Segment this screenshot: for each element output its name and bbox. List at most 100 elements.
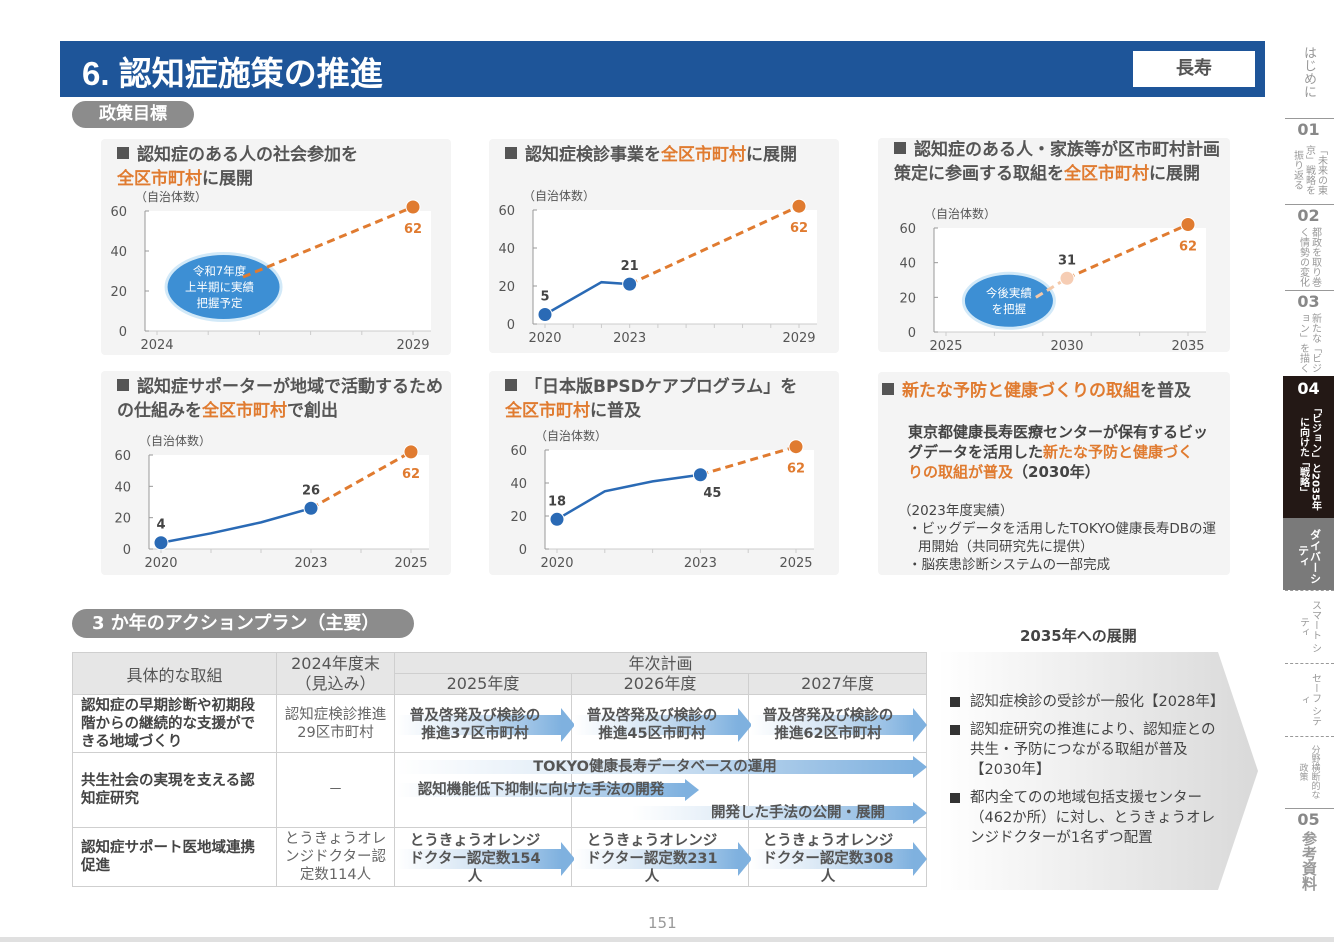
outlook-title: 2035年への展開 <box>1020 627 1137 645</box>
goal-card-supporters: 認知症サポーターが地域で活動するための仕組みを全区市町村で創出 （自治体数） 0 2… <box>101 371 451 575</box>
data-point <box>549 511 565 527</box>
arrow-head-icon <box>561 842 575 876</box>
data-point <box>403 444 419 460</box>
data-label: 62 <box>404 222 422 237</box>
data-point <box>791 198 807 214</box>
actual-line <box>544 280 630 316</box>
nav-appendix-05[interactable]: 05 参考資料 <box>1297 810 1320 892</box>
data-label: 4 <box>156 518 165 533</box>
square-bullet-icon <box>505 147 517 159</box>
y-tick-label: 20 <box>110 285 127 300</box>
actual-line <box>556 473 701 521</box>
grid-cell <box>749 753 927 828</box>
data-point <box>692 467 708 483</box>
card-title: 「日本版BPSDケアプログラム」を 全区市町村に普及 <box>505 377 798 421</box>
x-tick-label: 2030 <box>1050 339 1083 352</box>
line-chart: （自治体数） 0 20 40 60 2020 2023 2029 5 21 62 <box>498 188 817 346</box>
chevron-shape <box>938 652 1258 890</box>
plot-area <box>149 455 429 549</box>
outlook-panel: 認知症検診の受診が一般化【2028年】 認知症研究の推進により、認知症との共生・… <box>938 652 1258 890</box>
grid-cell <box>572 753 749 828</box>
footer-bar <box>0 937 1334 942</box>
target-line <box>699 445 797 477</box>
arrow-shaft <box>574 714 738 736</box>
square-bullet-icon <box>505 379 517 391</box>
bubble-text: 令和7年度 <box>193 264 247 278</box>
nav-safe-city[interactable]: セーフ シティ <box>1297 673 1321 727</box>
outlook-list: 認知症検診の受診が一般化【2028年】 認知症研究の推進により、認知症との共生・… <box>948 692 1224 856</box>
x-tick-label: 2023 <box>294 556 327 571</box>
square-bullet-icon <box>950 725 960 735</box>
card-title: 認知症サポーターが地域で活動するための仕組みを全区市町村で創出 <box>117 377 443 421</box>
plan-arrow: 普及啓発及び検診の推進62区市町村 <box>751 708 927 742</box>
nav-chapter-03[interactable]: 03 新たな「ビジョン」を描く <box>1297 292 1321 374</box>
plan-arrow: TOKYO健康長寿データベースの運用 <box>397 756 927 778</box>
divider <box>1285 204 1334 205</box>
row-baseline: － <box>277 753 395 828</box>
y-tick-label: 40 <box>114 480 131 495</box>
nav-chapter-04-active[interactable]: 04 「ビジョン」と2035年に向けた「戦略」 <box>1283 376 1334 518</box>
plan-arrow: とうきょうオレンジドクター認定数154人 <box>397 833 575 885</box>
data-point <box>153 535 169 551</box>
goal-card-municipal-planning: 認知症のある人・家族等が区市町村計画策定に参画する取組を全区市町村に展開 （自治… <box>878 138 1230 352</box>
arrow-head-icon <box>561 708 575 742</box>
data-point <box>537 307 553 322</box>
target-line <box>310 450 412 510</box>
nav-chapter-02[interactable]: 02 都政を取り巻く情勢の変化 <box>1297 206 1321 288</box>
page-number: 151 <box>648 914 677 932</box>
x-tick-label: 2035 <box>1171 339 1204 352</box>
y-tick-label: 60 <box>498 204 515 219</box>
section-label-action-plan: 3 か年のアクションプラン（主要） <box>72 609 414 638</box>
category-badge: 長寿 <box>1133 51 1255 87</box>
data-label: 26 <box>302 483 320 498</box>
arrow-head-icon <box>913 756 927 778</box>
row-label: 共生社会の実現を支える認知症研究 <box>72 753 277 828</box>
divider <box>1285 290 1334 291</box>
arrow-shaft <box>397 848 561 870</box>
divider <box>1285 118 1334 119</box>
arrow-shaft <box>751 714 913 736</box>
bubble-text: を把握 <box>992 302 1027 316</box>
bubble-text: 把握予定 <box>197 296 243 310</box>
y-tick-label: 40 <box>899 257 916 272</box>
plan-arrow: 普及啓発及び検診の推進45区市町村 <box>574 708 752 742</box>
x-tick-label: 2020 <box>528 331 561 346</box>
data-point <box>788 439 804 455</box>
y-tick-label: 0 <box>507 318 515 333</box>
target-line <box>629 204 800 286</box>
y-tick-label: 0 <box>908 326 916 341</box>
header-year-2025: 2025年度 <box>395 674 572 695</box>
data-label: 31 <box>1058 253 1076 268</box>
y-tick-label: 0 <box>519 543 527 558</box>
arrow-head-icon <box>913 802 927 824</box>
action-plan-table: 具体的な取組 2024年度末 （見込み） 年次計画 2025年度 2026年度 … <box>72 652 927 887</box>
prevention-description: 東京都健康長寿医療センターが保有するビッグデータを活用した新たな予防と健康づくり… <box>908 423 1209 481</box>
square-bullet-icon <box>117 379 129 391</box>
arrow-head-icon <box>685 779 699 801</box>
data-label: 62 <box>1179 240 1197 255</box>
divider <box>1285 808 1334 809</box>
row-baseline: 認知症検診推進29区市町村 <box>277 695 395 753</box>
card-title: 認知症のある人の社会参加を 全区市町村に展開 <box>117 145 358 189</box>
plan-arrow: 普及啓発及び検診の推進37区市町村 <box>397 708 575 742</box>
section-label-goals: 政策目標 <box>72 101 194 128</box>
actual-line <box>160 507 312 544</box>
y-tick-label: 0 <box>123 543 131 558</box>
nav-smart-city[interactable]: スマート シティ <box>1297 600 1321 654</box>
card-title: 認知症検診事業を全区市町村に展開 <box>505 143 831 167</box>
arrow-head-icon <box>913 842 927 876</box>
nav-diversity-active[interactable]: ダイバーシティ <box>1283 518 1334 590</box>
data-label: 62 <box>790 221 808 236</box>
plan-arrow: とうきょうオレンジドクター認定数231人 <box>574 833 752 885</box>
x-tick-label: 2025 <box>929 339 962 352</box>
nav-chapter-01[interactable]: 01 「未来の東京」戦略を振り返る <box>1291 120 1327 196</box>
page-title: 6. 認知症施策の推進 <box>82 55 383 92</box>
header-bar: 6. 認知症施策の推進 長寿 <box>60 41 1265 97</box>
nav-cross-cutting[interactable]: 分野横断的な政策 <box>1297 745 1320 799</box>
y-axis-unit: （自治体数） <box>523 188 595 203</box>
y-tick-label: 60 <box>110 205 127 220</box>
nav-intro[interactable]: はじめに <box>1301 46 1316 98</box>
goal-card-bpsd-program: 「日本版BPSDケアプログラム」を 全区市町村に普及 （自治体数） 0 20 40 60 2… <box>489 371 839 575</box>
arrow-shaft <box>397 783 685 797</box>
bubble-text: 今後実績 <box>986 286 1032 300</box>
